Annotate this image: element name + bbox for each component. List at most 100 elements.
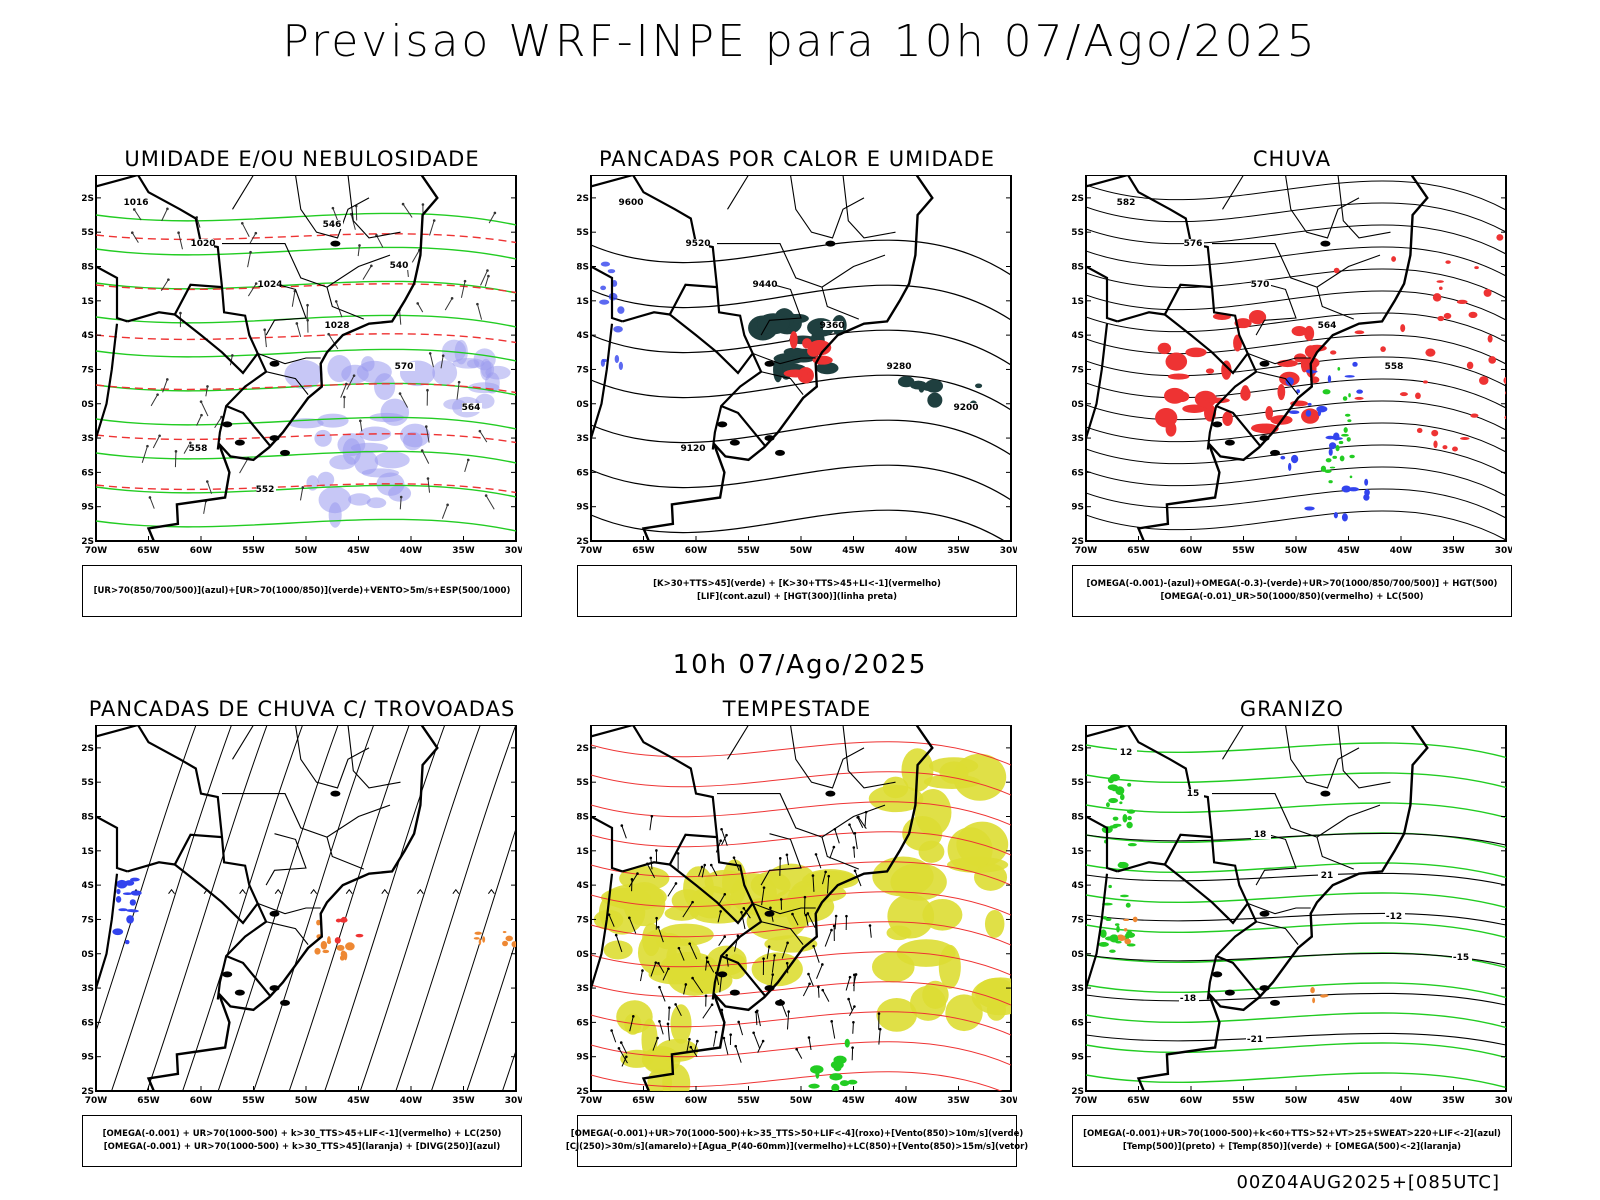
lon-tick-label: 55W bbox=[242, 546, 265, 555]
wind-vector bbox=[650, 962, 657, 977]
shaded-area bbox=[1105, 917, 1112, 922]
wind-vector bbox=[621, 1056, 627, 1067]
shaded-area bbox=[502, 931, 507, 934]
wind-vector bbox=[753, 1032, 761, 1049]
lon-tick-label: 40W bbox=[895, 1096, 918, 1105]
lat-tick-label: 21S bbox=[82, 297, 94, 307]
shaded-area bbox=[1320, 994, 1327, 998]
shaded-area bbox=[1127, 815, 1132, 821]
shaded-area bbox=[1337, 367, 1341, 371]
shaded-area bbox=[1325, 435, 1336, 440]
shaded-area bbox=[505, 935, 513, 942]
wind-vector bbox=[178, 232, 183, 250]
lat-tick-label: 27S bbox=[577, 915, 589, 925]
shaded-area bbox=[1107, 784, 1119, 791]
axes: 12S 15S 18S 21S 24S 27S 30S 33S 36S 39S 42S70W 65W 6… bbox=[577, 744, 1017, 1105]
state-border bbox=[222, 793, 391, 838]
lat-tick-label: 21S bbox=[577, 847, 589, 857]
wind-vector bbox=[417, 303, 424, 313]
state-border bbox=[1255, 921, 1299, 945]
state-border bbox=[1337, 175, 1391, 239]
shaded-area bbox=[1363, 494, 1370, 501]
lat-tick-label: 42S bbox=[1072, 537, 1084, 547]
wind-vector bbox=[484, 275, 489, 287]
legend-line-1: [OMEGA(-0.001)+UR>70(1000-500)+k>35_TTS>… bbox=[570, 1129, 1024, 1139]
panel-title: CHUVA bbox=[1252, 147, 1332, 171]
shaded-area bbox=[441, 339, 466, 363]
lat-tick-label: 36S bbox=[1072, 468, 1084, 478]
shaded-area bbox=[1108, 884, 1112, 889]
lake bbox=[222, 421, 233, 428]
contour-label: -21 bbox=[1247, 1035, 1263, 1045]
lat-tick-label: 30S bbox=[82, 400, 94, 410]
lake bbox=[1259, 910, 1270, 917]
legend-box: [OMEGA(-0.001)-(azul)+OMEGA(-0.3)-(verde… bbox=[1072, 565, 1512, 617]
contour-line bbox=[591, 284, 1011, 321]
lon-tick-label: 55W bbox=[1232, 1096, 1255, 1105]
panel-trovoadas: PANCADAS DE CHUVA C/ TROVOADAS 12S 15S 18S… bbox=[82, 697, 522, 1167]
contour-line bbox=[1086, 992, 1506, 1006]
shaded-area bbox=[1123, 918, 1130, 922]
coastline bbox=[1136, 725, 1429, 1091]
lon-tick-label: 70W bbox=[1075, 1096, 1098, 1105]
wind-vector bbox=[740, 912, 746, 930]
lat-tick-label: 15S bbox=[1072, 778, 1084, 788]
shaded-area bbox=[1327, 375, 1332, 383]
shaded-area bbox=[1222, 411, 1233, 427]
lake bbox=[269, 910, 280, 917]
contour-line bbox=[1086, 488, 1506, 519]
lake bbox=[729, 989, 740, 996]
contour-line bbox=[96, 450, 516, 464]
state-border bbox=[1212, 793, 1381, 838]
shaded-area bbox=[388, 485, 412, 502]
data-layer bbox=[96, 202, 516, 532]
shaded-area bbox=[1324, 469, 1332, 473]
lat-tick-label: 30S bbox=[577, 950, 589, 960]
shaded-area bbox=[1248, 309, 1267, 325]
shaded-area bbox=[473, 937, 480, 940]
lon-tick-label: 40W bbox=[895, 546, 918, 555]
wind-vector bbox=[340, 383, 347, 398]
lat-tick-label: 24S bbox=[577, 331, 589, 341]
shaded-area bbox=[1119, 801, 1123, 805]
axes: 12S 15S 18S 21S 24S 27S 30S 33S 36S 39S 42S70W 65W 6… bbox=[1072, 744, 1512, 1105]
contour-line bbox=[591, 1071, 1003, 1091]
wind-vector bbox=[831, 1021, 836, 1039]
contour-labels: 12 15 18 21 -12 -15 -18 -21 bbox=[1117, 748, 1472, 1045]
legend-box: [OMEGA(-0.001)+UR>70(1000-500)+k>35_TTS>… bbox=[566, 1115, 1028, 1167]
lon-tick-label: 50W bbox=[1285, 546, 1308, 555]
shaded-area bbox=[1194, 390, 1217, 408]
lon-tick-label: 40W bbox=[1390, 1096, 1413, 1105]
panel-granizo: GRANIZO 12 15 18 21 -12 -15 -18 -21 12S 15S 18S 21S… bbox=[1072, 697, 1512, 1167]
shaded-area bbox=[618, 361, 623, 371]
shaded-area bbox=[1280, 455, 1286, 460]
lat-tick-label: 30S bbox=[82, 950, 94, 960]
contour-line bbox=[1086, 1042, 1506, 1059]
wind-vector bbox=[792, 913, 799, 926]
contour-label: 9120 bbox=[680, 444, 705, 454]
lat-tick-label: 39S bbox=[82, 1053, 94, 1063]
shaded-area bbox=[756, 313, 790, 335]
geography bbox=[96, 175, 439, 541]
lat-tick-label: 15S bbox=[82, 778, 94, 788]
contour-label: 564 bbox=[1318, 321, 1337, 331]
shaded-area bbox=[1505, 391, 1506, 395]
wind-vector bbox=[698, 866, 703, 877]
shaded-area bbox=[1479, 376, 1489, 385]
contour-line bbox=[591, 951, 1011, 976]
wind-vector bbox=[328, 333, 339, 350]
lat-tick-label: 33S bbox=[82, 434, 94, 444]
wind-vector bbox=[852, 974, 857, 987]
panel-tempestade: TEMPESTADE 12S 15S 18S 21S 24S 27S 30S 33S 36S 39… bbox=[566, 697, 1028, 1167]
lon-tick-label: 30W bbox=[505, 546, 522, 555]
map-pancadas-calor: 9600 9520 9440 9360 9280 9200 9120 12S 15S 18S 21S… bbox=[577, 175, 1017, 555]
shaded-area bbox=[502, 940, 508, 947]
lake bbox=[222, 971, 233, 978]
lat-tick-label: 33S bbox=[1072, 434, 1084, 444]
wind-vector bbox=[402, 203, 413, 218]
contour-line bbox=[96, 348, 516, 362]
lake bbox=[764, 910, 775, 917]
lat-tick-label: 42S bbox=[1072, 1087, 1084, 1097]
contour-line bbox=[591, 374, 1011, 411]
country-border bbox=[711, 352, 763, 450]
